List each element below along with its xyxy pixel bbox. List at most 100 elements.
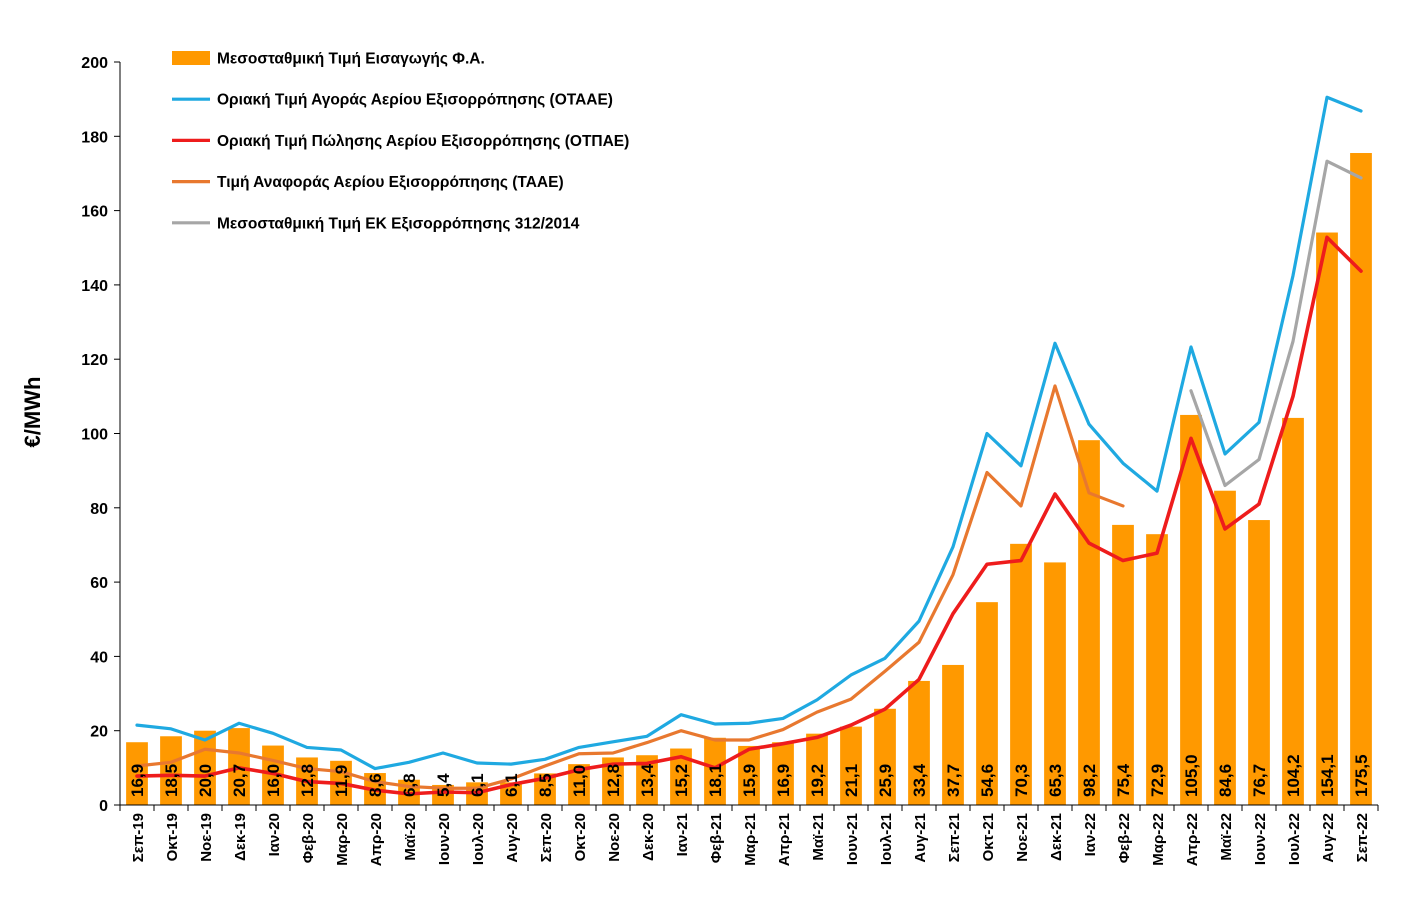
bar-19 — [772, 742, 794, 805]
bar-label-32: 84,6 — [1216, 764, 1235, 797]
legend-label-0: Μεσοσταθμική Τιμή Εισαγωγής Φ.Α. — [217, 51, 485, 68]
bar-34 — [1282, 417, 1304, 805]
y-tick-label-0: 0 — [99, 798, 108, 815]
bar-20 — [806, 733, 828, 805]
x-tick-label-6: Μαρ-20 — [334, 813, 351, 866]
legend-label-4: Μεσοσταθμική Τιμή ΕΚ Εξισορρόπησης 312/2… — [217, 215, 580, 232]
x-tick-label-4: Ιαν-20 — [266, 813, 283, 856]
bar-14 — [602, 757, 624, 805]
bar-label-21: 21,1 — [842, 764, 861, 797]
y-tick-label-5: 100 — [81, 427, 108, 444]
bar-label-19: 16,9 — [774, 764, 793, 797]
x-tick-label-26: Νοε-21 — [1014, 813, 1031, 862]
x-tick-label-36: Σεπ-22 — [1354, 813, 1371, 862]
bar-label-18: 15,9 — [740, 764, 759, 797]
line-series-3 — [1189, 159, 1363, 488]
bar-label-13: 11,0 — [570, 765, 589, 797]
y-tick-label-8: 160 — [81, 204, 108, 221]
y-tick-label-1: 20 — [90, 724, 108, 741]
bar-12 — [534, 773, 556, 805]
line-series-0 — [135, 95, 1363, 771]
x-tick-label-11: Αυγ-20 — [504, 813, 521, 863]
bar-label-30: 72,9 — [1148, 764, 1167, 797]
bar-27 — [1044, 562, 1066, 805]
x-tick-label-32: Μαϊ-22 — [1218, 813, 1235, 861]
bar-label-5: 12,8 — [298, 764, 317, 797]
x-tick-label-23: Αυγ-21 — [912, 813, 929, 863]
bar-label-27: 65,3 — [1046, 764, 1065, 797]
legend: Μεσοσταθμική Τιμή Εισαγωγής Φ.Α. Οριακή Τ… — [172, 51, 629, 232]
x-tick-label-19: Απρ-21 — [776, 813, 793, 866]
x-tick-label-9: Ιουν-20 — [436, 813, 453, 865]
bar-29 — [1112, 524, 1134, 805]
y-tick-label-3: 60 — [90, 575, 108, 592]
bar-24 — [942, 664, 964, 805]
bar-17 — [704, 737, 726, 805]
x-tick-label-18: Μαρ-21 — [742, 813, 759, 866]
bar-label-9: 5,4 — [434, 773, 453, 797]
bar-label-36: 175,5 — [1352, 754, 1371, 797]
x-tick-label-1: Οκτ-19 — [164, 813, 181, 861]
x-tick-label-12: Σεπ-20 — [538, 813, 555, 862]
line-series-2 — [135, 384, 1125, 790]
x-tick-label-28: Ιαν-22 — [1082, 813, 1099, 856]
bar-series — [126, 153, 1372, 805]
bar-label-26: 70,3 — [1012, 764, 1031, 797]
x-tick-label-24: Σεπ-21 — [946, 813, 963, 862]
bar-label-2: 20,0 — [196, 764, 215, 797]
bar-16 — [670, 748, 692, 805]
bar-0 — [126, 742, 148, 805]
bar-21 — [840, 726, 862, 805]
bar-label-22: 25,9 — [876, 764, 895, 797]
bar-label-31: 105,0 — [1182, 754, 1201, 797]
bar-11 — [500, 782, 522, 805]
line-series-1 — [135, 235, 1363, 796]
bar-33 — [1248, 520, 1270, 805]
bar-15 — [636, 755, 658, 805]
bar-label-17: 18,1 — [706, 764, 725, 797]
bar-26 — [1010, 543, 1032, 805]
bar-label-4: 16,0 — [264, 764, 283, 797]
bar-label-3: 20,7 — [230, 764, 249, 797]
bar-data-labels: 16,9 18,5 20,0 20,7 16,0 12,8 11,9 8,6 6,8 5,4 6,1… — [128, 754, 1371, 797]
y-tick-label-6: 120 — [81, 352, 108, 369]
bar-23 — [908, 680, 930, 805]
y-tick-label-10: 200 — [81, 55, 108, 72]
bar-31 — [1180, 414, 1202, 805]
bar-label-20: 19,2 — [808, 764, 827, 797]
x-tick-label-30: Μαρ-22 — [1150, 813, 1167, 866]
y-axis-title-group: €/MWh — [20, 377, 45, 448]
x-tick-label-2: Νοε-19 — [198, 813, 215, 862]
bar-label-6: 11,9 — [332, 765, 351, 797]
bar-label-24: 37,7 — [944, 764, 963, 797]
x-tick-label-27: Δεκ-21 — [1048, 813, 1065, 861]
bar-28 — [1078, 440, 1100, 805]
bar-25 — [976, 602, 998, 805]
y-axis-title: €/MWh — [20, 377, 45, 448]
x-tick-label-31: Απρ-22 — [1184, 813, 1201, 866]
bar-label-23: 33,4 — [910, 763, 929, 797]
bar-1 — [160, 736, 182, 805]
axes: 0 20 40 60 80 100 120 140 160 180 200 Σεπ-19 Οκτ-19 Ν… — [81, 55, 1379, 866]
bar-18 — [738, 745, 760, 805]
bar-label-0: 16,9 — [128, 764, 147, 797]
bar-9 — [432, 784, 454, 805]
legend-label-3: Τιμή Αναφοράς Αερίου Εξισορρόπησης (ΤΑΑΕ… — [217, 174, 564, 191]
x-tick-label-13: Οκτ-20 — [572, 813, 589, 861]
bar-13 — [568, 764, 590, 805]
bar-30 — [1146, 534, 1168, 805]
x-tick-label-10: Ιουλ-20 — [470, 813, 487, 865]
bar-label-28: 98,2 — [1080, 764, 1099, 797]
bar-35 — [1316, 232, 1338, 805]
x-tick-label-22: Ιουλ-21 — [878, 813, 895, 865]
bar-label-12: 8,5 — [536, 773, 555, 797]
x-tick-label-29: Φεβ-22 — [1116, 813, 1133, 863]
legend-label-2: Οριακή Τιμή Πώλησης Αερίου Εξισορρόπησης… — [217, 133, 629, 150]
y-tick-label-7: 140 — [81, 278, 108, 295]
legend-swatch-0 — [172, 51, 210, 65]
x-tick-label-20: Μαϊ-21 — [810, 813, 827, 861]
x-tick-label-16: Ιαν-21 — [674, 813, 691, 856]
bar-label-34: 104,2 — [1284, 754, 1303, 797]
bar-label-35: 154,1 — [1318, 754, 1337, 797]
